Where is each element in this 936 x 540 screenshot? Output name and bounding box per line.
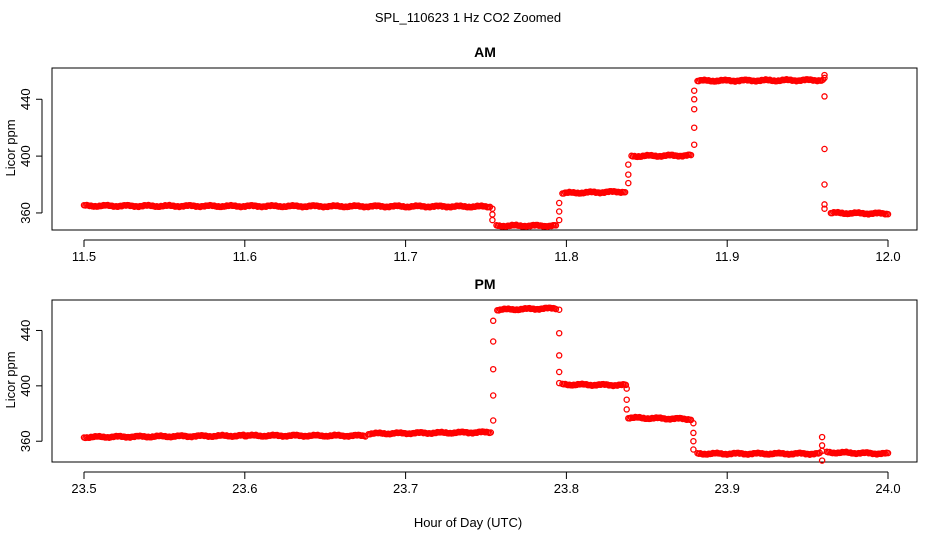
pm-transition-point <box>818 433 826 441</box>
am-y-axis: 360 400 440 <box>18 88 43 224</box>
pm-transition-point <box>690 437 697 445</box>
am-x-axis: 11.5 11.6 11.7 11.8 11.9 12.0 <box>72 239 901 264</box>
am-x-tick-label: 11.5 <box>72 249 96 264</box>
am-transition-point <box>690 105 698 113</box>
am-transition-point <box>821 181 828 188</box>
am-transition-point <box>555 199 563 207</box>
pm-data-points <box>80 304 892 464</box>
am-data-point <box>687 151 695 159</box>
pm-transition-point <box>690 446 697 453</box>
am-transition-point <box>821 93 828 100</box>
pm-x-tick-label: 23.5 <box>71 481 96 496</box>
am-transition-point <box>489 211 496 218</box>
am-transition-point <box>625 179 632 187</box>
pm-panel-title: PM <box>475 276 496 292</box>
am-transition-point <box>690 141 698 148</box>
am-y-tick-label: 400 <box>18 145 33 167</box>
pm-transition-point <box>818 442 826 449</box>
am-x-tick-label: 11.8 <box>554 249 578 264</box>
am-transition-point <box>690 87 698 94</box>
am-transition-point <box>625 171 632 178</box>
am-transition-point <box>690 124 698 131</box>
pm-transition-point <box>818 457 826 464</box>
am-transition-point <box>489 216 496 224</box>
am-transition-point <box>821 145 828 153</box>
am-plot-frame <box>51 67 918 231</box>
pm-transition-point <box>489 417 497 424</box>
pm-data-point <box>884 449 892 457</box>
pm-transition-point <box>555 352 563 359</box>
pm-data-point <box>622 381 630 389</box>
am-x-tick-label: 12.0 <box>875 249 900 264</box>
pm-plot-frame <box>51 299 918 463</box>
pm-x-tick-label: 23.9 <box>715 481 740 496</box>
am-x-tick-label: 11.6 <box>233 249 257 264</box>
pm-transition-point <box>555 379 563 387</box>
x-axis-label: Hour of Day (UTC) <box>414 515 522 530</box>
am-y-tick-label: 440 <box>18 88 33 110</box>
pm-x-axis: 23.5 23.6 23.7 23.8 23.9 24.0 <box>71 471 901 496</box>
am-transition-point <box>555 216 563 224</box>
pm-x-tick-label: 23.7 <box>393 481 418 496</box>
pm-transition-point <box>489 392 497 399</box>
figure-title: SPL_110623 1 Hz CO2 Zoomed <box>375 10 561 25</box>
am-transition-point <box>555 208 563 215</box>
am-transition-point <box>821 205 828 212</box>
pm-x-tick-label: 24.0 <box>875 481 900 496</box>
am-data-point <box>552 222 560 229</box>
pm-transition-point <box>489 338 497 345</box>
pm-y-axis-label: Licor ppm <box>3 351 18 408</box>
pm-transition-point <box>690 429 697 437</box>
pm-y-tick-label: 360 <box>18 430 33 452</box>
am-x-tick-label: 11.7 <box>393 249 417 264</box>
pm-transition-point <box>623 385 630 392</box>
pm-data-point <box>552 305 560 313</box>
pm-x-tick-label: 23.8 <box>554 481 579 496</box>
am-data-point <box>884 210 892 218</box>
am-data-point <box>621 188 629 196</box>
am-transition-point <box>821 74 828 82</box>
pm-transition-point <box>489 317 497 325</box>
pm-transition-point <box>818 447 826 455</box>
am-y-axis-label: Licor ppm <box>3 119 18 176</box>
am-transition-point <box>625 161 632 168</box>
am-x-tick-label: 11.9 <box>715 249 739 264</box>
am-transition-point <box>690 96 698 103</box>
pm-transition-point <box>555 368 563 376</box>
pm-y-tick-label: 400 <box>18 375 33 397</box>
pm-transition-point <box>555 329 563 337</box>
pm-y-axis: 360 400 440 <box>18 320 43 452</box>
pm-transition-point <box>555 306 563 313</box>
pm-panel: PM Licor ppm 23.5 23.6 23.7 23.8 23.9 24.0 36… <box>3 276 918 496</box>
am-y-tick-label: 360 <box>18 202 33 224</box>
am-panel-title: AM <box>474 44 496 60</box>
pm-transition-point <box>690 419 697 427</box>
pm-data-point <box>487 429 495 436</box>
pm-transition-point <box>623 396 630 403</box>
pm-y-tick-label: 440 <box>18 320 33 342</box>
am-panel: AM Licor ppm 11.5 11.6 11.7 11.8 11.9 12.0 36… <box>3 44 918 264</box>
am-data-points <box>80 71 892 230</box>
am-transition-point <box>821 201 828 208</box>
am-transition-point <box>821 71 828 79</box>
pm-transition-point <box>489 365 497 373</box>
pm-transition-point <box>623 406 630 413</box>
pm-x-tick-label: 23.6 <box>232 481 257 496</box>
